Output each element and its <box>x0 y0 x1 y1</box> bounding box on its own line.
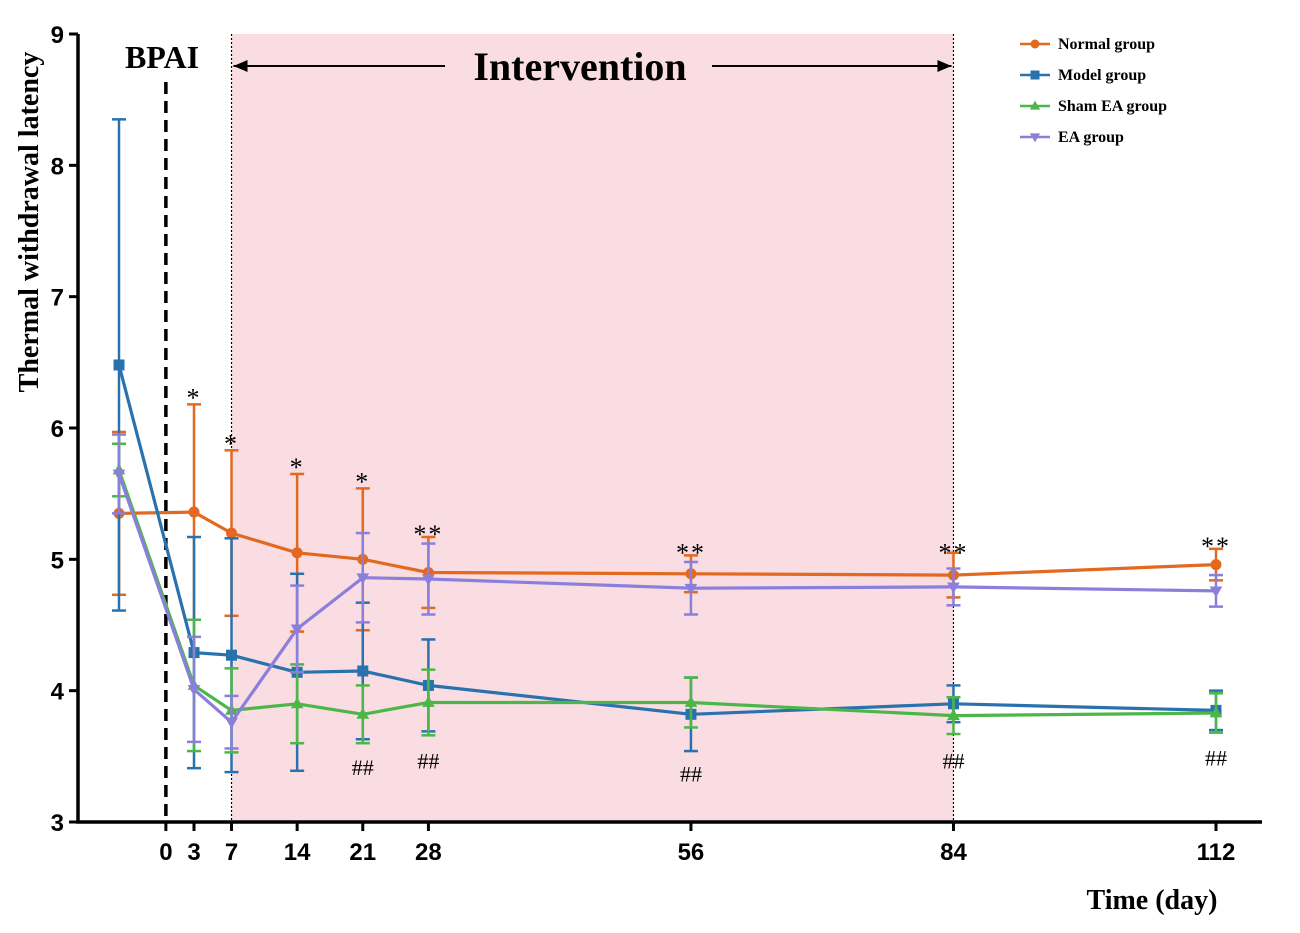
data-point <box>356 707 370 719</box>
x-tick-label: 56 <box>678 839 705 866</box>
bpai-label: BPAI <box>125 39 199 75</box>
data-point <box>422 695 435 707</box>
significance-star: ** <box>1201 532 1231 561</box>
legend-item-normal-group: Normal group <box>1020 36 1155 53</box>
data-point <box>226 649 238 661</box>
legend-label: Model group <box>1058 67 1146 84</box>
x-tick-label: 21 <box>349 839 376 866</box>
y-tick-label: 7 <box>51 285 64 312</box>
significance-hash: ## <box>1205 746 1227 771</box>
intervention-band <box>231 34 954 822</box>
data-point <box>947 709 960 721</box>
legend-marker <box>1029 100 1041 110</box>
significance-star: ** <box>676 539 706 568</box>
legend-label: EA group <box>1058 129 1124 146</box>
data-point <box>290 624 304 636</box>
data-point <box>187 684 201 696</box>
x-tick-label: 112 <box>1197 839 1236 866</box>
data-point <box>290 697 304 709</box>
x-tick-label: 7 <box>225 839 238 866</box>
data-point <box>226 527 238 539</box>
data-point <box>356 573 370 585</box>
data-point <box>947 582 960 594</box>
legend-label: Normal group <box>1058 36 1155 53</box>
x-axis-title: Time (day) <box>1087 885 1218 916</box>
significance-star: ** <box>413 520 443 549</box>
significance-hash: ## <box>417 748 439 773</box>
series-ea-group <box>112 433 1223 750</box>
significance-hash: ## <box>680 761 702 786</box>
intervention-arrow-left <box>233 60 445 72</box>
legend-item-model-group: Model group <box>1020 67 1146 84</box>
legend-item-ea-group: EA group <box>1020 129 1124 146</box>
significance-star: * <box>355 468 370 497</box>
significance-star: * <box>224 430 239 459</box>
x-tick-label: 3 <box>187 839 200 866</box>
data-point <box>188 506 200 518</box>
series-layer <box>112 118 1223 774</box>
y-tick-label: 6 <box>51 416 64 443</box>
legend-marker <box>1030 70 1040 80</box>
data-point <box>422 574 435 586</box>
intervention-label: Intervention <box>473 44 686 89</box>
annotation-layer: *** ***** ** **## ###### ## <box>187 384 1231 787</box>
data-point <box>357 665 369 677</box>
legend-item-sham-ea-group: Sham EA group <box>1020 98 1167 115</box>
data-point <box>1209 706 1223 718</box>
data-point <box>1210 559 1222 571</box>
data-point <box>1209 586 1223 598</box>
y-tick-label: 5 <box>51 547 64 574</box>
data-point <box>684 695 698 707</box>
data-point <box>684 583 698 595</box>
significance-hash: ## <box>352 755 374 780</box>
data-point <box>113 359 125 371</box>
x-tick-label: 28 <box>415 839 442 866</box>
significance-star: ** <box>938 539 968 568</box>
legend: Normal group Model group Sham EA group EA g… <box>1020 36 1167 146</box>
significance-star: * <box>187 384 202 413</box>
data-point <box>291 547 303 559</box>
y-tick-label: 8 <box>51 153 64 180</box>
y-axis-title: Thermal withdrawal latency <box>14 52 45 393</box>
y-tick-label: 9 <box>51 22 64 49</box>
y-tick-label: 4 <box>51 679 65 706</box>
intervention-arrow-right <box>712 60 952 72</box>
x-tick-label: 0 <box>159 839 172 866</box>
legend-marker <box>1029 133 1041 143</box>
legend-label: Sham EA group <box>1058 98 1167 115</box>
data-point <box>225 717 238 729</box>
y-tick-label: 3 <box>51 810 64 837</box>
x-tick-label: 84 <box>940 839 967 866</box>
x-tick-label: 14 <box>284 839 311 866</box>
data-point <box>112 469 126 481</box>
legend-marker <box>1030 39 1040 49</box>
significance-star: * <box>290 453 305 482</box>
significance-hash: ## <box>942 748 964 773</box>
